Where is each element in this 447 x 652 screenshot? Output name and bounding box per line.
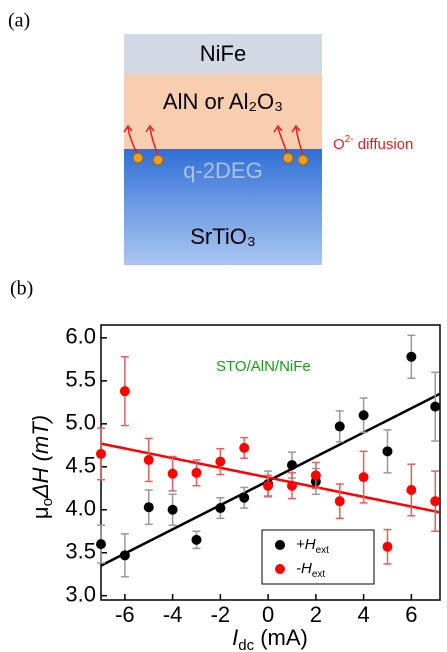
y-tick-label: 3.0 bbox=[65, 582, 96, 607]
point bbox=[96, 539, 106, 550]
x-tick-label: -4 bbox=[163, 602, 183, 627]
point bbox=[119, 386, 130, 397]
y-tick-label: 4.5 bbox=[65, 453, 96, 478]
point bbox=[167, 468, 178, 479]
point bbox=[358, 410, 369, 421]
panel-label: (a) bbox=[8, 10, 30, 32]
y-label-sub: o bbox=[39, 498, 56, 506]
legend-label: -Hext bbox=[296, 560, 325, 580]
legend-sub: ext bbox=[312, 569, 326, 580]
legend-sub: ext bbox=[316, 545, 330, 556]
x-label-rest: (mA) bbox=[254, 625, 308, 650]
x-tick-label: -2 bbox=[211, 602, 231, 627]
y-tick-label: 3.5 bbox=[65, 539, 96, 564]
layer-label: AlN or Al₂O₃ bbox=[163, 89, 283, 114]
x-tick-label: 2 bbox=[310, 602, 322, 627]
x-label-sub: dc bbox=[238, 637, 254, 652]
point bbox=[430, 496, 441, 507]
point bbox=[143, 502, 154, 513]
point bbox=[119, 550, 130, 561]
x-tick-label: 6 bbox=[405, 602, 417, 627]
y-tick-label: 6.0 bbox=[65, 324, 96, 349]
nife-layer bbox=[124, 34, 322, 74]
oxide-layer bbox=[124, 74, 322, 149]
point bbox=[286, 480, 297, 491]
fit-line bbox=[100, 442, 441, 514]
y-label-main: μ bbox=[28, 506, 53, 519]
point bbox=[430, 401, 441, 412]
point bbox=[143, 454, 154, 465]
point bbox=[239, 442, 250, 453]
point bbox=[334, 496, 345, 507]
point bbox=[215, 456, 226, 467]
point bbox=[239, 492, 250, 503]
legend-marker bbox=[275, 540, 285, 550]
x-tick-label: 4 bbox=[357, 602, 369, 627]
point bbox=[191, 534, 202, 545]
x-axis-label: Idc (mA) bbox=[232, 625, 308, 652]
y-tick-label: 4.0 bbox=[65, 496, 96, 521]
point bbox=[334, 421, 345, 432]
legend-name: +H bbox=[296, 536, 316, 553]
legend-name: -H bbox=[296, 560, 312, 577]
legend-marker bbox=[275, 564, 285, 574]
sto-layer bbox=[124, 149, 322, 265]
point bbox=[358, 472, 369, 483]
layer-label: NiFe bbox=[200, 41, 246, 66]
point bbox=[263, 480, 274, 491]
y-tick-label: 5.0 bbox=[65, 410, 96, 435]
annotation: STO/AlN/NiFe bbox=[216, 358, 311, 375]
point bbox=[406, 485, 417, 495]
panel-label: (b) bbox=[10, 278, 33, 300]
chart: 3.0 3.5 4.0 4.5 5.0 5.5 6.0 -6 -4 -2 0 2 4 6 STO/AlN/N… bbox=[28, 324, 441, 652]
layer-label: q-2DEG bbox=[183, 158, 262, 183]
point bbox=[382, 446, 393, 457]
diffusion-label: O2- diffusion bbox=[333, 134, 413, 153]
point bbox=[382, 541, 393, 552]
legend-label: +Hext bbox=[296, 536, 329, 556]
point bbox=[406, 351, 417, 362]
point bbox=[167, 504, 178, 515]
point bbox=[215, 503, 226, 514]
layer-label: SrTiO₃ bbox=[190, 224, 256, 249]
point bbox=[310, 470, 321, 481]
x-tick-label: -6 bbox=[115, 602, 135, 627]
legend-box bbox=[261, 529, 375, 585]
point bbox=[286, 460, 297, 471]
point bbox=[96, 448, 106, 459]
y-label-rest: ΔH (mT) bbox=[28, 415, 53, 499]
y-axis-label: μoΔH (mT) bbox=[28, 415, 56, 519]
x-tick-label: 0 bbox=[262, 602, 274, 627]
diffusion-arrows bbox=[123, 124, 304, 156]
x-label-main: I bbox=[232, 625, 238, 650]
point bbox=[191, 467, 202, 478]
ions bbox=[132, 152, 309, 166]
y-tick-label: 5.5 bbox=[65, 367, 96, 392]
